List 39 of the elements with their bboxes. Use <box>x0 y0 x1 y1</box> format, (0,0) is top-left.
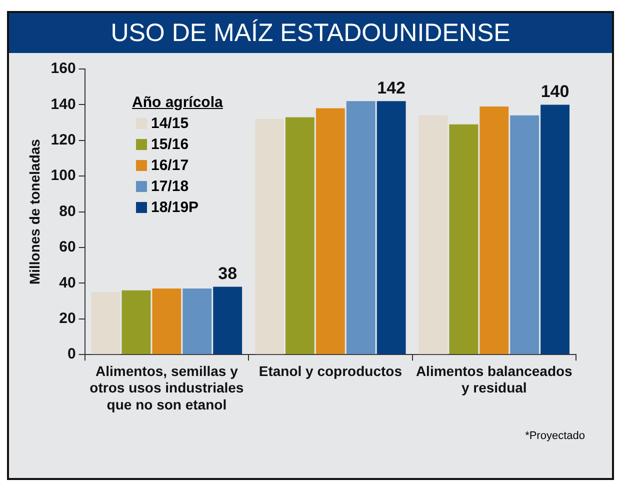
x-tick-label: Alimentos, semillas y otros usos industriales que no son etanol <box>90 362 244 412</box>
y-tick-label: 120 <box>50 132 76 149</box>
bar <box>316 108 345 354</box>
legend-label: 18/19P <box>151 199 199 216</box>
x-tick-label: Alimentos balanceados y residual <box>416 362 573 396</box>
y-tick-label: 0 <box>67 346 76 363</box>
bar <box>346 101 376 354</box>
y-tick-label: 80 <box>59 202 76 220</box>
y-tick-label: 140 <box>50 96 76 113</box>
bar <box>285 117 314 354</box>
data-label: 140 <box>540 82 570 101</box>
bar <box>480 106 509 354</box>
legend-label: 15/16 <box>151 136 189 153</box>
bar <box>213 286 242 354</box>
text: *Proyectado <box>525 430 585 442</box>
legend-label: 16/17 <box>151 157 189 174</box>
x-tick-label: Etanol y coproductos <box>258 362 402 379</box>
bar <box>182 288 212 354</box>
bar <box>91 292 120 354</box>
bar <box>376 101 406 354</box>
legend-label: 17/18 <box>151 178 189 195</box>
y-tick-label: 60 <box>59 238 76 256</box>
bar <box>449 124 478 354</box>
bar <box>255 118 284 354</box>
bar <box>152 288 182 354</box>
bar <box>418 115 448 354</box>
legend-title: Año agrícola <box>132 94 223 111</box>
data-label: 142 <box>377 78 406 98</box>
y-axis-title: Millones de toneladas <box>26 138 42 285</box>
y-tick-label: 100 <box>50 167 76 184</box>
data-label: 38 <box>218 264 238 283</box>
y-tick-label: 20 <box>59 310 76 328</box>
y-tick-label: 160 <box>50 60 76 78</box>
bar <box>122 290 151 354</box>
bar <box>540 104 570 354</box>
legend-label: 14/15 <box>151 115 189 132</box>
bar <box>510 115 540 354</box>
chart-title: USO DE MAÍZ ESTADOUNIDENSE <box>9 13 612 53</box>
y-tick-label: 40 <box>59 274 76 292</box>
